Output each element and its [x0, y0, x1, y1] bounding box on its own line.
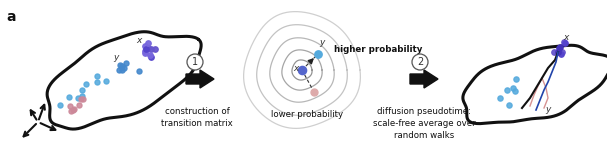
Point	[508, 87, 518, 89]
Text: 2: 2	[417, 57, 423, 67]
Point	[115, 64, 125, 67]
Point	[141, 45, 151, 48]
Circle shape	[187, 54, 203, 70]
Point	[555, 46, 565, 49]
Point	[121, 62, 131, 65]
Point	[549, 51, 559, 53]
Point	[502, 89, 512, 91]
Point	[68, 109, 78, 112]
Point	[554, 47, 564, 49]
Point	[117, 69, 127, 71]
Point	[510, 78, 520, 81]
Point	[78, 98, 87, 101]
Point	[143, 47, 153, 49]
Point	[554, 50, 563, 53]
Point	[56, 104, 66, 106]
Point	[557, 51, 567, 53]
Point	[560, 40, 569, 43]
Point	[92, 81, 102, 84]
Point	[141, 48, 151, 50]
Point	[73, 104, 83, 106]
Text: y: y	[319, 38, 324, 47]
Point	[495, 96, 505, 99]
Text: lower probability: lower probability	[271, 110, 343, 119]
Text: diffusion pseudotime:
scale-free average over
random walks: diffusion pseudotime: scale-free average…	[373, 107, 475, 140]
Text: x: x	[136, 36, 141, 45]
Point	[134, 70, 144, 72]
Text: x: x	[563, 33, 568, 42]
Text: a: a	[6, 10, 16, 24]
Point	[560, 42, 570, 44]
Point	[146, 56, 156, 58]
Point	[73, 97, 83, 100]
Point	[64, 96, 74, 98]
Point	[76, 97, 86, 100]
Point	[556, 53, 566, 55]
Point	[297, 69, 307, 71]
Point	[143, 42, 153, 44]
FancyArrow shape	[410, 70, 438, 88]
Text: 1: 1	[192, 57, 198, 67]
Point	[118, 65, 127, 67]
Point	[76, 89, 86, 92]
Point	[65, 104, 75, 107]
Point	[81, 83, 91, 86]
Text: x: x	[293, 64, 299, 73]
Point	[119, 66, 129, 69]
Point	[150, 48, 160, 51]
Point	[146, 48, 156, 51]
FancyArrow shape	[186, 70, 214, 88]
Text: y: y	[545, 105, 551, 114]
Point	[309, 91, 319, 93]
Point	[67, 110, 76, 112]
Point	[92, 75, 102, 78]
Point	[101, 79, 110, 82]
Point	[114, 69, 124, 72]
Point	[510, 89, 520, 92]
Point	[313, 53, 323, 55]
Point	[140, 50, 150, 52]
Point	[77, 94, 87, 97]
Point	[69, 108, 79, 110]
Point	[140, 52, 150, 54]
Text: y: y	[113, 53, 118, 62]
Circle shape	[412, 54, 428, 70]
Text: construction of
transition matrix: construction of transition matrix	[161, 107, 233, 128]
Point	[145, 54, 155, 56]
Text: higher probability: higher probability	[334, 46, 422, 55]
Point	[504, 104, 514, 106]
